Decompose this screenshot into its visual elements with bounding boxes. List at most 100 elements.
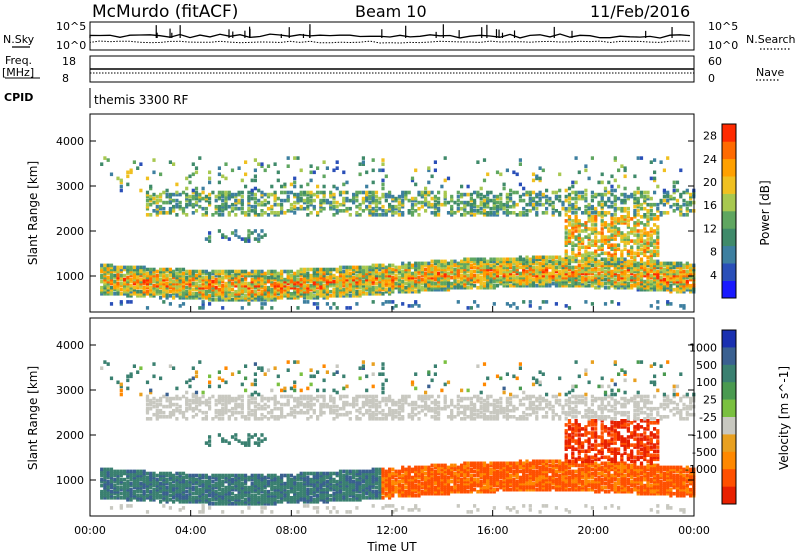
power-cell <box>152 271 156 276</box>
power-cell <box>230 206 235 211</box>
velocity-cell <box>181 410 186 415</box>
power-cell <box>630 251 634 256</box>
power-cell <box>617 302 621 306</box>
power-cell <box>584 168 588 173</box>
velocity-cell <box>227 394 231 399</box>
power-cell <box>502 206 506 211</box>
velocity-cell <box>152 404 156 409</box>
velocity-cell <box>247 406 251 411</box>
power-cell <box>620 217 624 221</box>
power-cell <box>414 302 418 306</box>
power-cell <box>407 279 411 284</box>
velocity-cell <box>227 400 231 405</box>
power-cell <box>374 277 379 282</box>
power-cell <box>273 283 277 288</box>
power-cell <box>659 281 663 286</box>
power-cell <box>617 219 621 223</box>
power-cell <box>515 281 519 286</box>
power-cell <box>433 275 437 280</box>
power-cell <box>358 190 362 195</box>
power-cell <box>250 294 254 298</box>
power-cell <box>617 247 621 251</box>
power-cell <box>584 269 588 274</box>
power-cell <box>109 287 114 292</box>
power-cell <box>247 292 251 296</box>
power-cell <box>581 277 585 282</box>
velocity-cell <box>136 370 140 374</box>
power-cell <box>152 275 156 280</box>
power-cell <box>119 180 123 185</box>
power-cell <box>574 255 578 260</box>
power-cell <box>489 285 493 290</box>
power-cell <box>463 275 467 280</box>
power-cell <box>479 257 483 262</box>
power-cell <box>119 269 123 274</box>
power-cell <box>443 285 447 290</box>
power-cell <box>672 279 676 284</box>
velocity-cell <box>113 479 117 484</box>
velocity-cell <box>103 481 107 486</box>
power-cell <box>653 253 657 258</box>
velocity-cell <box>198 473 202 478</box>
power-cell <box>613 158 617 162</box>
power-cell <box>224 190 228 195</box>
power-cell <box>466 265 470 270</box>
power-cell <box>469 271 473 276</box>
power-cell <box>139 265 143 270</box>
velocity-cell <box>188 498 192 502</box>
power-cell <box>433 160 437 164</box>
power-cell <box>273 269 277 274</box>
power-cell <box>329 294 333 298</box>
power-cell <box>273 275 277 280</box>
power-cell <box>636 271 640 276</box>
power-cell <box>617 196 621 201</box>
power-cell <box>682 289 686 294</box>
velocity-cell <box>100 493 104 498</box>
velocity-cell <box>227 408 231 413</box>
power-cell <box>358 271 362 276</box>
power-cell <box>414 265 418 270</box>
power-cell <box>656 275 660 280</box>
power-cell <box>450 194 454 199</box>
power-cell <box>247 200 251 205</box>
power-cell <box>208 302 212 306</box>
power-cell <box>217 190 221 195</box>
power-cell <box>417 279 421 284</box>
velocity-cell <box>175 483 179 488</box>
power-cell <box>584 261 588 266</box>
power-cell <box>244 277 248 282</box>
velocity-cell <box>162 410 166 415</box>
power-cell <box>574 273 578 278</box>
power-cell <box>230 292 235 296</box>
power-cell <box>316 281 320 286</box>
power-cell <box>659 198 663 203</box>
power-cell <box>214 206 218 211</box>
velocity-cell <box>237 489 241 494</box>
power-cell <box>502 283 506 288</box>
power-cell <box>273 292 277 296</box>
power-cell <box>685 281 689 286</box>
power-cell <box>397 283 401 288</box>
power-cell <box>597 285 601 290</box>
power-cell <box>482 211 487 215</box>
power-cell <box>266 269 271 274</box>
power-cell <box>142 273 146 278</box>
velocity-cell <box>237 498 241 502</box>
power-cell <box>512 283 516 288</box>
power-cell <box>613 269 617 274</box>
power-cell <box>159 198 163 203</box>
power-cell <box>178 281 182 286</box>
power-cell <box>201 304 205 308</box>
power-cell <box>502 202 506 207</box>
velocity-cell <box>159 475 163 480</box>
power-cell <box>417 304 421 308</box>
power-cell <box>322 273 326 278</box>
power-cell <box>309 267 313 272</box>
power-cell <box>495 271 500 276</box>
power-cell <box>460 261 464 266</box>
velocity-cell <box>100 477 104 482</box>
power-cell <box>237 279 241 284</box>
velocity-cell <box>168 498 172 502</box>
power-cell <box>473 204 477 209</box>
power-cell <box>401 283 405 288</box>
